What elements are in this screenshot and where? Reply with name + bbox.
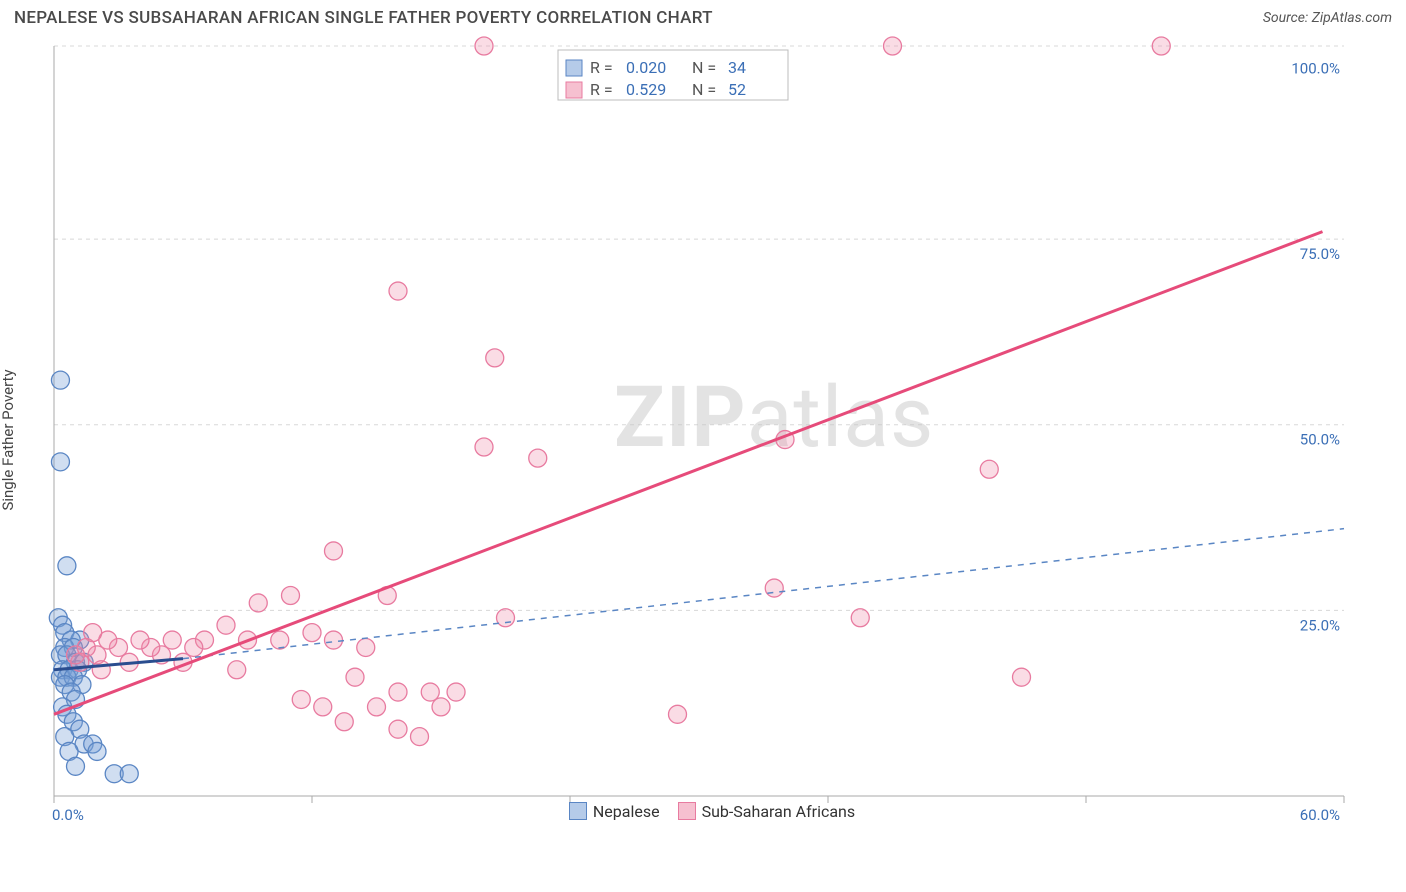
data-point (475, 438, 493, 456)
stat-r-value: 0.529 (626, 80, 666, 99)
y-axis-label: Single Father Poverty (0, 369, 17, 510)
data-point (447, 683, 465, 701)
y-tick-label: 25.0% (1300, 616, 1340, 634)
trend-line (54, 232, 1323, 715)
y-tick-label: 75.0% (1300, 245, 1340, 263)
data-point (529, 449, 547, 467)
data-point (325, 631, 343, 649)
legend: Nepalese Sub-Saharan Africans (14, 802, 1392, 821)
data-point (314, 698, 332, 716)
data-point (67, 646, 85, 664)
source-name: ZipAtlas.com (1312, 10, 1392, 26)
data-point (292, 690, 310, 708)
data-point (217, 616, 235, 634)
data-point (271, 631, 289, 649)
data-point (335, 713, 353, 731)
stat-n-value: 34 (728, 58, 746, 77)
data-point (486, 349, 504, 367)
data-point (368, 698, 386, 716)
data-point (325, 542, 343, 560)
data-point (346, 668, 364, 686)
legend-swatch (566, 82, 582, 98)
data-point (67, 757, 85, 775)
data-point (51, 371, 69, 389)
data-point (851, 609, 869, 627)
stat-n-value: 52 (728, 80, 746, 99)
legend-swatch (569, 802, 587, 820)
scatter-chart: 25.0% 50.0% 75.0% 100.0% ZIPatlas R = 0.020 N =… (14, 36, 1364, 826)
data-point (131, 631, 149, 649)
data-point (120, 765, 138, 783)
data-point (58, 557, 76, 575)
watermark: ZIPatlas (614, 368, 934, 467)
data-point (282, 587, 300, 605)
stat-n-label: N = (692, 58, 716, 77)
stat-r-label: R = (590, 58, 613, 77)
chart-area: Single Father Poverty 25.0%50.0%75.0%100… (14, 36, 1392, 826)
trend-line-dashed (183, 529, 1344, 659)
legend-swatch (566, 60, 582, 76)
legend-swatch (678, 802, 696, 820)
data-point (765, 579, 783, 597)
y-tick-label: 100.0% (1291, 59, 1340, 77)
data-point (1013, 668, 1031, 686)
data-point (389, 683, 407, 701)
legend-label: Sub-Saharan Africans (702, 802, 856, 821)
data-point (980, 460, 998, 478)
stat-r-value: 0.020 (626, 58, 666, 77)
data-point (432, 698, 450, 716)
data-point (411, 728, 429, 746)
data-point (497, 609, 515, 627)
legend-label: Nepalese (593, 802, 660, 821)
data-point (228, 661, 246, 679)
data-point (303, 624, 321, 642)
data-point (92, 661, 110, 679)
data-point (51, 453, 69, 471)
header: NEPALESE VS SUBSAHARAN AFRICAN SINGLE FA… (0, 0, 1406, 34)
data-point (669, 705, 687, 723)
data-point (475, 37, 493, 55)
stat-r-label: R = (590, 80, 613, 99)
data-point (249, 594, 267, 612)
data-point (357, 638, 375, 656)
chart-title: NEPALESE VS SUBSAHARAN AFRICAN SINGLE FA… (14, 8, 713, 28)
stat-n-label: N = (692, 80, 716, 99)
source-label: Source: (1263, 10, 1308, 26)
data-point (884, 37, 902, 55)
data-point (88, 742, 106, 760)
data-point (389, 282, 407, 300)
data-point (1152, 37, 1170, 55)
data-point (389, 720, 407, 738)
source: Source: ZipAtlas.com (1263, 10, 1392, 26)
y-tick-label: 50.0% (1300, 431, 1340, 449)
